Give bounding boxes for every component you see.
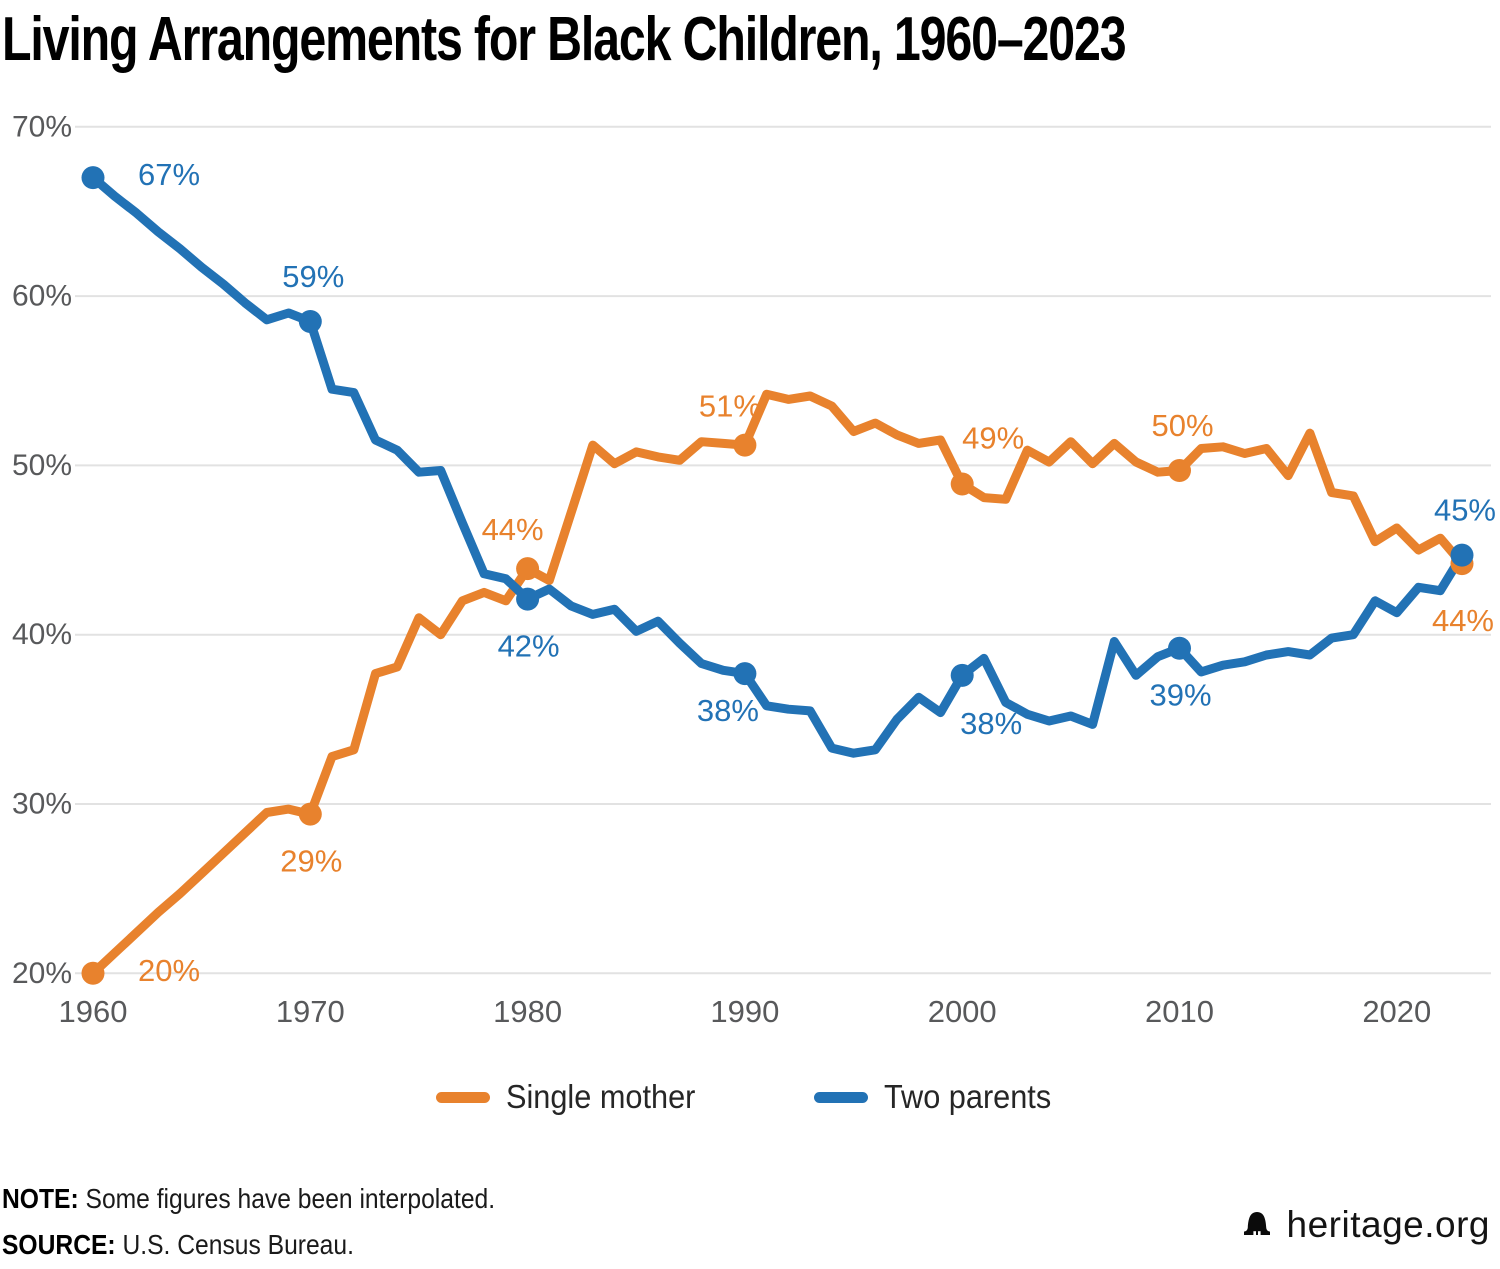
y-axis-tick-60: 60% <box>12 280 72 313</box>
two-parents-marker-2000 <box>950 663 974 687</box>
legend-item-single-mother: Single mother <box>436 1078 710 1116</box>
source-line: SOURCE: U.S. Census Bureau. <box>2 1222 495 1268</box>
two-parents-callout-1970: 59% <box>282 259 344 294</box>
page-title: Living Arrangements for Black Children, … <box>2 5 1127 74</box>
two-parents-swatch-icon <box>813 1091 868 1103</box>
single-mother-callout-2010: 50% <box>1151 408 1213 443</box>
single-mother-marker-2000 <box>950 472 974 496</box>
x-axis-tick-2000: 2000 <box>928 994 997 1029</box>
source-label: SOURCE: <box>2 1229 116 1260</box>
two-parents-callout-1960: 67% <box>138 157 200 192</box>
two-parents-marker-2023 <box>1450 543 1474 567</box>
note-label: NOTE: <box>2 1183 79 1214</box>
y-axis-tick-70: 70% <box>12 110 72 143</box>
x-axis-tick-1990: 1990 <box>710 994 779 1029</box>
heritage-bell-icon <box>1243 1212 1270 1235</box>
two-parents-callout-1980: 42% <box>498 629 560 664</box>
footer-notes: NOTE: Some figures have been interpolate… <box>2 1176 562 1268</box>
brand-text: heritage.org <box>1286 1204 1490 1245</box>
two-parents-callout-2023: 45% <box>1434 493 1496 528</box>
two-parents-marker-1970 <box>298 309 322 333</box>
single-mother-marker-1990 <box>733 433 757 457</box>
single-mother-callout-2023: 44% <box>1432 603 1494 638</box>
legend-label-single-mother: Single mother <box>506 1078 696 1115</box>
x-axis-tick-1960: 1960 <box>59 994 128 1029</box>
note-text: Some figures have been interpolated. <box>85 1183 496 1214</box>
y-axis-tick-20: 20% <box>12 957 72 990</box>
two-parents-marker-1980 <box>516 587 540 611</box>
single-mother-callout-1990: 51% <box>699 389 761 424</box>
two-parents-marker-1990 <box>733 662 757 686</box>
two-parents-callout-2000: 38% <box>960 706 1022 741</box>
x-axis-tick-1970: 1970 <box>276 994 345 1029</box>
single-mother-swatch-icon <box>436 1091 491 1103</box>
two-parents-callout-2010: 39% <box>1149 678 1211 713</box>
line-chart: 70% 60% 50% 40% 30% 20% 1960 1970 1980 1990 2000 20… <box>12 110 1496 1029</box>
legend-label-two-parents: Two parents <box>883 1078 1052 1115</box>
x-axis-tick-2010: 2010 <box>1145 994 1214 1029</box>
y-axis-tick-40: 40% <box>12 618 72 651</box>
note-line: NOTE: Some figures have been interpolate… <box>2 1176 495 1222</box>
brand-lockup: heritage.org <box>1240 1204 1490 1246</box>
single-mother-callout-1960: 20% <box>138 953 200 988</box>
chart-legend: Single mother Two parents <box>0 1078 1500 1116</box>
two-parents-callout-1990: 38% <box>697 693 759 728</box>
two-parents-marker-1960 <box>81 166 105 190</box>
two-parents-line <box>88 173 1467 758</box>
y-axis-tick-30: 30% <box>12 788 72 821</box>
single-mother-marker-2010 <box>1168 458 1191 482</box>
single-mother-callout-1970: 29% <box>280 844 342 879</box>
single-mother-callout-2000: 49% <box>962 421 1024 456</box>
single-mother-marker-1970 <box>298 802 322 826</box>
two-parents-marker-2010 <box>1168 636 1191 660</box>
single-mother-marker-1980 <box>516 557 540 581</box>
single-mother-callout-1980: 44% <box>482 512 544 547</box>
y-axis-tick-50: 50% <box>12 449 72 482</box>
single-mother-marker-1960 <box>81 961 105 985</box>
x-axis-tick-1980: 1980 <box>493 994 562 1029</box>
single-mother-line <box>88 389 1467 978</box>
x-axis-tick-2020: 2020 <box>1362 994 1431 1029</box>
legend-item-two-parents: Two parents <box>813 1078 1064 1116</box>
source-text: U.S. Census Bureau. <box>122 1229 354 1260</box>
